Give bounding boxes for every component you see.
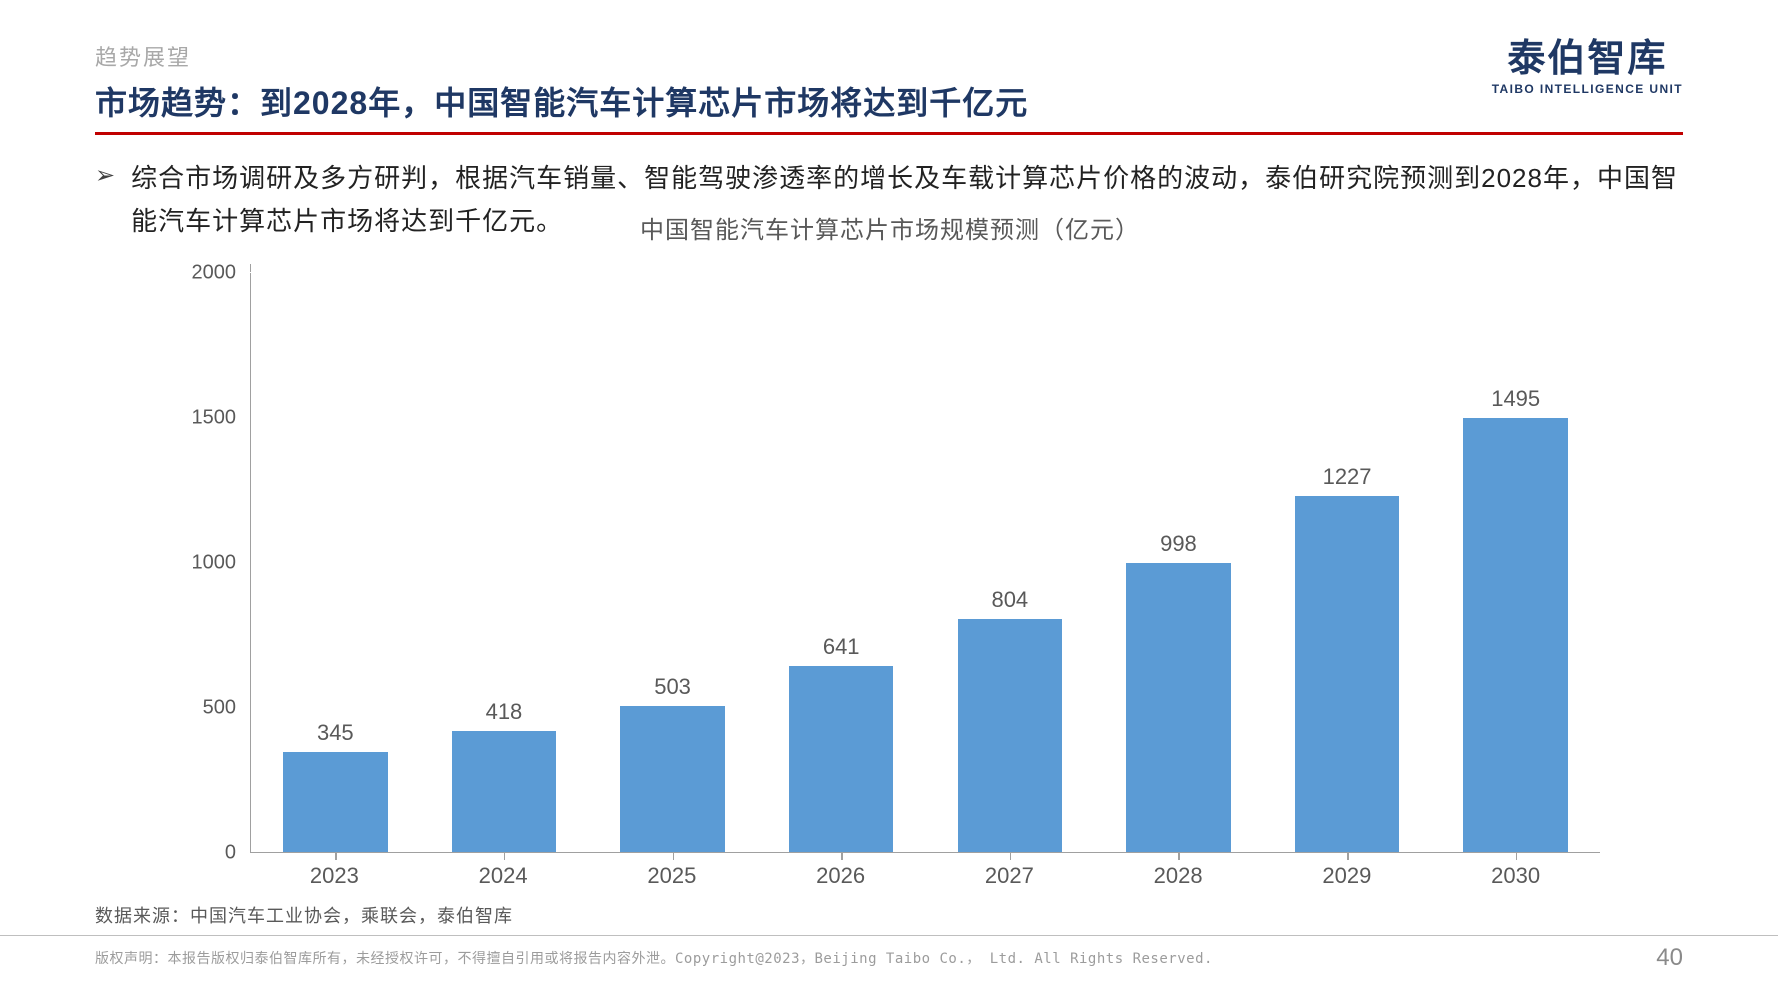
- bar-data-label: 1227: [1323, 464, 1372, 490]
- page-number: 40: [1656, 944, 1683, 972]
- brand-logo: 泰伯智库 TAIBO INTELLIGENCE UNIT: [1492, 40, 1683, 96]
- x-axis-tick-mark: [1347, 852, 1349, 860]
- bar-data-label: 418: [486, 699, 523, 725]
- bar-rect: [1126, 563, 1231, 852]
- x-axis-tick-mark: [1010, 852, 1012, 860]
- y-axis-tick-mark: [250, 264, 252, 272]
- y-axis-tick-mark: [250, 554, 252, 562]
- bullet-marker-icon: ➢: [95, 157, 115, 195]
- bar-rect: [789, 666, 894, 852]
- bar-rect: [452, 731, 557, 852]
- bar-rect: [1463, 418, 1568, 852]
- chart-plot: 345 418 503 641 804 998 1227 1495: [250, 273, 1600, 853]
- x-axis-tick-mark: [1178, 852, 1180, 860]
- x-axis-tick-mark: [504, 852, 506, 860]
- bar-rect: [1295, 496, 1400, 852]
- bar-rect: [283, 752, 388, 852]
- bar-rect: [620, 706, 725, 852]
- report-slide: 泰伯智库 TAIBO INTELLIGENCE UNIT 趋势展望 市场趋势：到…: [0, 0, 1778, 1000]
- logo-cn-text: 泰伯智库: [1492, 40, 1683, 78]
- y-axis-tick-label: 500: [203, 697, 236, 720]
- x-axis-tick-mark: [1516, 852, 1518, 860]
- bar-slot: 998: [1094, 273, 1263, 852]
- chart-title: 中国智能汽车计算芯片市场规模预测（亿元）: [180, 210, 1600, 245]
- bar-data-label: 345: [317, 720, 354, 746]
- logo-en-text: TAIBO INTELLIGENCE UNIT: [1492, 82, 1683, 96]
- data-source-note: 数据来源：中国汽车工业协会，乘联会，泰伯智库: [95, 902, 513, 928]
- bar-data-label: 1495: [1491, 386, 1540, 412]
- y-axis-tick-mark: [250, 409, 252, 417]
- y-axis-tick-label: 1500: [192, 407, 237, 430]
- y-axis-tick-mark: [250, 699, 252, 707]
- copyright-text: 版权声明：本报告版权归泰伯智库所有，未经授权许可，不得擅自引用或将报告内容外泄。…: [95, 948, 1213, 968]
- section-label: 趋势展望: [95, 40, 1683, 72]
- y-axis-tick-mark: [250, 844, 252, 852]
- x-axis-tick-mark: [335, 852, 337, 860]
- y-axis-tick-label: 1000: [192, 552, 237, 575]
- bar-slot: 641: [757, 273, 926, 852]
- chart-x-axis-labels: 20232024202520262027202820292030: [250, 853, 1600, 889]
- bar-data-label: 998: [1160, 531, 1197, 557]
- bar-slot: 345: [251, 273, 420, 852]
- y-axis-tick-label: 0: [225, 842, 236, 865]
- bar-slot: 1227: [1263, 273, 1432, 852]
- x-axis-tick-mark: [841, 852, 843, 860]
- bar-slot: 1495: [1431, 273, 1600, 852]
- y-axis-tick-label: 2000: [192, 262, 237, 285]
- bar-slot: 503: [588, 273, 757, 852]
- bar-slot: 804: [926, 273, 1095, 852]
- bar-data-label: 503: [654, 674, 691, 700]
- bar-chart: 中国智能汽车计算芯片市场规模预测（亿元） 0 500 1000 1500 2000 34…: [180, 210, 1600, 889]
- chart-plot-area: 0500100015002000 34541850364180499812271…: [180, 273, 1600, 853]
- title-underline: [95, 132, 1683, 135]
- bar-data-label: 804: [991, 587, 1028, 613]
- bar-data-label: 641: [823, 634, 860, 660]
- page-footer: 版权声明：本报告版权归泰伯智库所有，未经授权许可，不得擅自引用或将报告内容外泄。…: [0, 935, 1778, 972]
- chart-y-axis: 0500100015002000: [180, 273, 250, 853]
- page-title: 市场趋势：到2028年，中国智能汽车计算芯片市场将达到千亿元: [95, 78, 1683, 124]
- bar-rect: [958, 619, 1063, 852]
- bar-slot: 418: [420, 273, 589, 852]
- chart-bars-container: 345 418 503 641 804 998 1227 1495: [251, 273, 1600, 852]
- x-axis-tick-mark: [673, 852, 675, 860]
